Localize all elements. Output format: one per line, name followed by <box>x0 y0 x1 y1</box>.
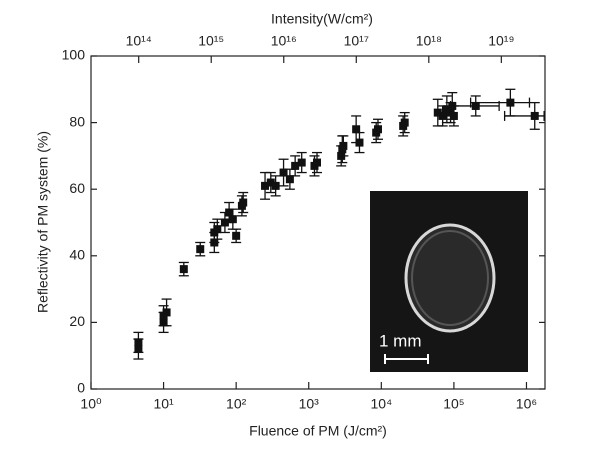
point <box>291 161 300 170</box>
point <box>471 101 480 110</box>
y-tick-label: 40 <box>69 247 85 263</box>
x-tick-label: 10³ <box>299 396 320 412</box>
x2-tick-label: 10¹⁷ <box>344 33 369 49</box>
y-tick-label: 0 <box>77 380 85 396</box>
point <box>225 208 234 217</box>
point <box>279 168 288 177</box>
x-tick-label: 10⁶ <box>516 396 537 412</box>
point <box>352 125 361 134</box>
point <box>339 141 348 150</box>
point <box>134 345 143 354</box>
x-tick-label: 10⁵ <box>443 396 464 412</box>
data-points <box>133 88 545 360</box>
x-axis-title: Fluence of PM (J/cm²) <box>249 423 387 439</box>
x2-tick-label: 10¹⁸ <box>416 33 442 49</box>
point <box>239 198 248 207</box>
point <box>159 311 168 320</box>
y-tick-label: 80 <box>69 113 85 129</box>
point <box>506 98 515 107</box>
x2-tick-label: 10¹⁶ <box>271 33 297 49</box>
x2-axis-title: Intensity(W/cm²) <box>271 11 373 27</box>
x-tick-label: 10¹ <box>153 396 174 412</box>
point <box>285 175 294 184</box>
point <box>433 108 442 117</box>
point <box>530 111 539 120</box>
point <box>271 181 280 190</box>
x-tick-label: 10² <box>226 396 247 412</box>
point <box>438 111 447 120</box>
y-tick-label: 60 <box>69 180 85 196</box>
point <box>373 125 382 134</box>
point <box>355 138 364 147</box>
point <box>400 118 409 127</box>
inset-spot-inner <box>411 230 489 326</box>
plot-frame <box>90 55 546 390</box>
x-tick-label: 10⁴ <box>371 396 393 412</box>
x2-tick-label: 10¹⁴ <box>126 33 152 49</box>
point <box>261 181 270 190</box>
point <box>232 231 241 240</box>
x2-tick-label: 10¹⁵ <box>198 33 224 49</box>
inset-spot <box>404 223 496 333</box>
y-tick-label: 100 <box>62 47 86 63</box>
point <box>313 158 322 167</box>
point <box>196 245 205 254</box>
y-axis-title: Reflectivity of PM system (%) <box>35 131 51 313</box>
x2-tick-label: 10¹⁹ <box>488 33 514 49</box>
point <box>297 158 306 167</box>
scale-label: 1 mm <box>379 331 422 350</box>
point <box>179 265 188 274</box>
y-tick-label: 20 <box>69 313 85 329</box>
point <box>266 178 275 187</box>
point <box>213 225 222 234</box>
point <box>449 111 458 120</box>
inset-photo: 1 mm <box>370 191 528 372</box>
point <box>228 215 237 224</box>
x-tick-label: 10⁰ <box>80 396 102 412</box>
